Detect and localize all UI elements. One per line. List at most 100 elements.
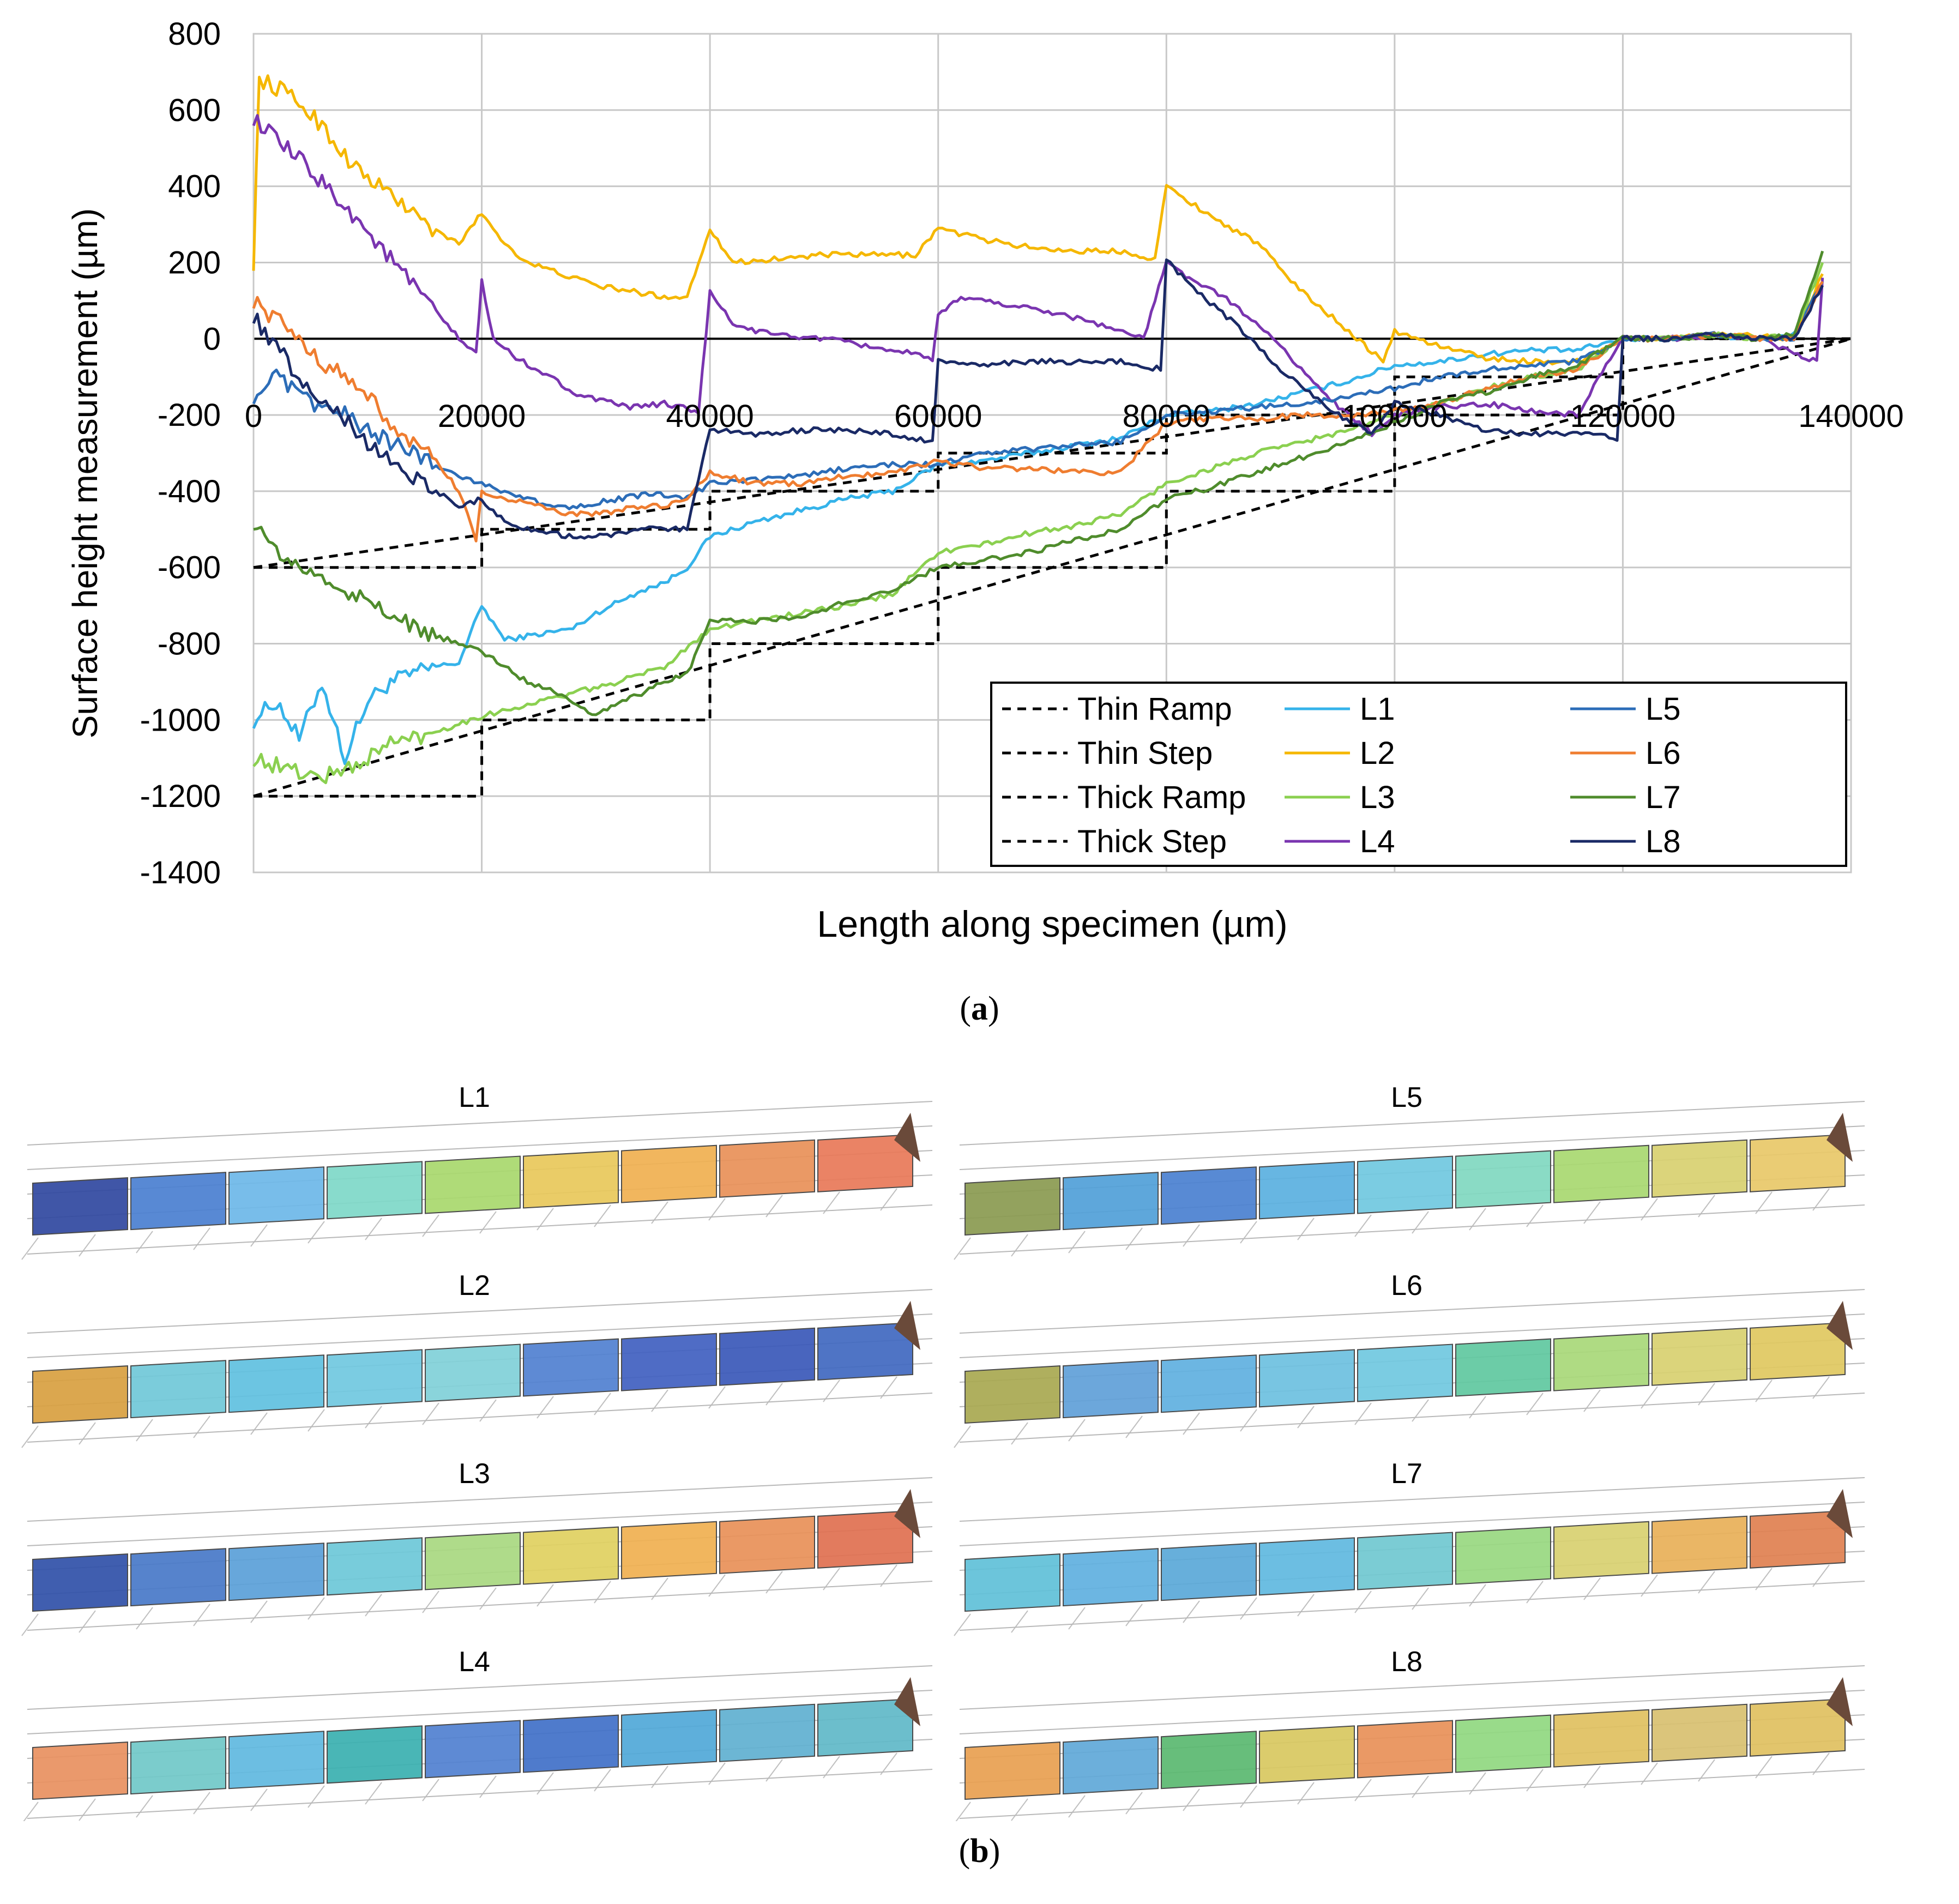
surface-segment: [621, 1521, 717, 1580]
surface-grid-tick: [1812, 1188, 1830, 1211]
surface-grid-tick: [308, 1785, 325, 1808]
legend-label: L6: [1645, 736, 1681, 771]
surface-grid-tick: [193, 1604, 210, 1626]
surface-label: L5: [1391, 1082, 1422, 1113]
y-tick-label: 0: [203, 321, 221, 357]
surface-grid-tick: [1812, 1752, 1830, 1775]
series-line-l3: [252, 262, 1824, 785]
y-axis-label: Surface height measurement (µm): [65, 208, 105, 738]
surface-segment: [1651, 1515, 1747, 1574]
surface-grid-tick: [1011, 1234, 1028, 1257]
surface-grid-tick: [1354, 1590, 1372, 1613]
series-line-l2: [252, 74, 1824, 366]
surface-segment: [1455, 1526, 1551, 1585]
surface-segment: [1161, 1731, 1257, 1789]
y-tick-label: 200: [168, 245, 221, 280]
surface-segment: [1750, 1510, 1846, 1569]
chart-a: 0 20000 40000 60000 80000 100000 120000 140000 8…: [65, 16, 1904, 945]
surface-map-l5: L5: [954, 1082, 1865, 1260]
surface-grid-line: [959, 1665, 1865, 1710]
surface-grid-tick: [479, 1775, 497, 1798]
x-tick-label: 40000: [666, 399, 754, 434]
surface-grid-tick: [1812, 1376, 1830, 1399]
surface-segment: [523, 1338, 619, 1397]
surface-grid-tick: [1125, 1792, 1143, 1815]
surface-grid-tick: [250, 1412, 268, 1435]
surface-grid-tick: [422, 1779, 439, 1801]
surface-segment: [1750, 1134, 1846, 1192]
surface-segment: [1259, 1349, 1355, 1408]
surface-grid-tick: [1812, 1564, 1830, 1587]
x-tick-label: 100000: [1342, 399, 1448, 434]
surface-grid-tick: [1011, 1798, 1028, 1821]
caption-a: (a): [960, 990, 999, 1027]
surface-grid-line: [27, 1125, 933, 1170]
surface-label: L6: [1391, 1270, 1422, 1302]
surface-end-spike: [1827, 1112, 1853, 1162]
surface-grid-tick: [136, 1419, 153, 1442]
surface-segment: [965, 1742, 1060, 1800]
y-tick-label: -1200: [140, 779, 221, 814]
surface-grid-tick: [21, 1613, 39, 1636]
legend: Thin Ramp Thin Step Thick Ramp Thick Step L1…: [990, 682, 1847, 867]
tick-labels: 0 20000 40000 60000 80000 100000 120000 140000 8…: [140, 16, 1904, 890]
surface-grid-tick: [1068, 1607, 1086, 1630]
caption-a-letter: a: [971, 990, 988, 1027]
surface-map-l4: L4: [23, 1646, 933, 1821]
surface-grid-line: [27, 1204, 933, 1255]
surface-grid-tick: [1183, 1788, 1200, 1811]
surface-segment: [965, 1365, 1060, 1424]
surface-grid-tick: [365, 1782, 382, 1805]
surface-segment: [1161, 1354, 1257, 1413]
surface-segment: [32, 1177, 128, 1236]
series-lines: [252, 74, 1824, 785]
surface-grid-line: [27, 1581, 933, 1631]
surface-end-spike: [894, 1112, 920, 1162]
surface-grid-tick: [308, 1221, 325, 1244]
x-tick-label: 20000: [438, 399, 526, 434]
surface-grid-tick: [1297, 1594, 1315, 1617]
y-tick-label: -800: [158, 626, 221, 662]
legend-label: L1: [1360, 691, 1395, 727]
surface-grid-tick: [1068, 1419, 1086, 1442]
surface-grid-line: [959, 1477, 1865, 1522]
surface-segment: [1063, 1360, 1159, 1419]
surface-grid-tick: [365, 1594, 382, 1617]
surface-segment: [32, 1365, 128, 1424]
surface-grid-line: [27, 1289, 933, 1334]
surface-grid-tick: [1354, 1402, 1372, 1425]
surface-grid-tick: [1240, 1597, 1257, 1620]
surface-segment: [523, 1526, 619, 1585]
surface-segment: [1357, 1155, 1453, 1214]
x-axis-label: Length along specimen (µm): [817, 903, 1287, 945]
surface-grid-tick: [250, 1600, 268, 1623]
surface-segment: [32, 1553, 128, 1612]
y-tick-label: 800: [168, 16, 221, 52]
surface-segment: [817, 1698, 913, 1757]
surface-grid-line: [27, 1502, 933, 1546]
surface-grid-line: [959, 1289, 1865, 1334]
surface-grid-tick: [1068, 1231, 1086, 1254]
y-tick-label: -400: [158, 474, 221, 509]
surface-end-spike: [894, 1677, 920, 1726]
surface-maps-b: L1 L5 L2 L6 L3 L7 L4 L8: [21, 1082, 1865, 1821]
surface-segment: [1357, 1343, 1453, 1402]
surface-grid-line: [959, 1204, 1865, 1255]
x-tick-label: 0: [245, 399, 262, 434]
surface-grid-tick: [1412, 1399, 1429, 1422]
surface-grid-tick: [1412, 1587, 1429, 1610]
surface-grid-tick: [880, 1188, 897, 1211]
surface-grid-line: [959, 1581, 1865, 1631]
surface-segment: [32, 1742, 128, 1800]
y-tick-label: -200: [158, 397, 221, 433]
surface-grid-tick: [1125, 1415, 1143, 1438]
surface-end-spike: [1827, 1489, 1853, 1538]
surface-segment: [1357, 1532, 1453, 1590]
surface-grid-tick: [1125, 1604, 1143, 1626]
surface-segment: [817, 1322, 913, 1381]
surface-grid-tick: [1068, 1795, 1086, 1818]
surface-end-spike: [894, 1489, 920, 1538]
surface-segment: [817, 1134, 913, 1192]
surface-grid-tick: [136, 1795, 153, 1818]
surface-grid-tick: [479, 1587, 497, 1610]
